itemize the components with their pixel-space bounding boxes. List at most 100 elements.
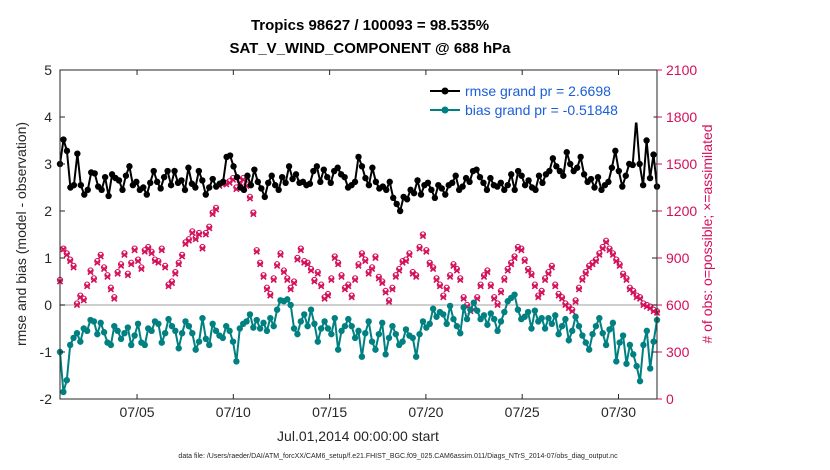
bias-point	[429, 305, 437, 312]
x-tick-label: 07/10	[216, 404, 251, 420]
bias-point	[497, 318, 505, 325]
rmse-point	[521, 181, 529, 189]
obs-assimilated-point	[107, 286, 115, 293]
rmse-point	[185, 164, 192, 171]
bias-point	[365, 318, 372, 325]
left-tick-label: -2	[40, 391, 53, 407]
bias-point	[609, 319, 617, 327]
rmse-point	[157, 185, 164, 192]
bias-point	[263, 327, 271, 335]
bias-point	[650, 338, 657, 345]
rmse-point	[126, 163, 133, 170]
bias-point	[613, 358, 620, 365]
rmse-point	[289, 175, 296, 183]
bias-point	[185, 322, 193, 330]
rmse-point	[171, 167, 178, 175]
bias-point	[362, 330, 369, 337]
rmse-point	[341, 173, 348, 181]
obs-assimilated-point	[297, 247, 305, 254]
obs-assimilated-point	[440, 294, 447, 301]
bias-point	[307, 306, 315, 313]
obs-assimilated-point	[155, 259, 162, 266]
rmse-point	[115, 177, 123, 184]
obs-assimilated-point	[362, 257, 369, 265]
bias-point	[90, 318, 98, 325]
obs-assimilated-point	[206, 225, 213, 232]
rmse-point	[275, 186, 282, 194]
obs-assimilated-point	[307, 267, 315, 274]
rmse-point	[181, 186, 189, 194]
rmse-point	[396, 207, 404, 215]
obs-assimilated-point	[334, 261, 342, 268]
rmse-point	[605, 178, 612, 186]
rmse-point	[209, 175, 216, 183]
rmse-point	[480, 179, 487, 186]
bias-point	[490, 315, 498, 323]
bias-point	[602, 341, 610, 349]
obs-assimilated-point	[148, 250, 155, 257]
obs-assimilated-point	[267, 292, 274, 299]
rmse-point	[591, 184, 598, 191]
rmse-point	[105, 192, 112, 200]
obs-assimilated-point	[185, 237, 193, 244]
bias-point	[161, 330, 169, 337]
rmse-point	[178, 177, 185, 184]
bias-point	[348, 322, 355, 330]
rmse-point	[240, 186, 248, 194]
rmse-point	[164, 167, 171, 175]
obs-assimilated-point	[304, 261, 311, 268]
y-axis-right-label: # of obs: o=possible; ×=assimilated	[699, 124, 715, 343]
chart-title-line1: Tropics 98627 / 100093 = 98.535%	[251, 17, 489, 34]
bias-point	[545, 314, 552, 322]
bias-point	[355, 327, 362, 335]
obs-assimilated-point	[450, 262, 457, 269]
bias-point	[636, 377, 644, 385]
obs-possible-point	[60, 245, 67, 252]
obs-assimilated-point	[623, 276, 630, 284]
bias-point	[206, 341, 213, 349]
bias-point	[192, 346, 199, 353]
rmse-point	[313, 163, 321, 170]
rmse-point	[594, 173, 602, 181]
bias-point	[301, 311, 308, 318]
rmse-point	[60, 136, 67, 143]
obs-assimilated-point	[518, 247, 525, 254]
obs-assimilated-point	[121, 251, 128, 259]
obs-layer	[56, 175, 661, 316]
legend-rmse-label: rmse grand pr = 2.6698	[465, 83, 611, 99]
rmse-point	[556, 167, 564, 175]
bias-point	[70, 334, 77, 342]
bias-point	[575, 322, 583, 330]
legend-bias-label: bias grand pr = -0.51848	[465, 102, 618, 118]
bias-point	[209, 320, 216, 327]
rmse-point	[244, 172, 251, 179]
bias-point	[63, 377, 70, 384]
rmse-point	[320, 166, 327, 173]
obs-assimilated-point	[338, 273, 345, 280]
rmse-point	[514, 167, 522, 175]
rmse-point	[150, 167, 157, 175]
rmse-point	[403, 196, 411, 203]
obs-assimilated-point	[569, 308, 576, 315]
obs-assimilated-point	[240, 176, 247, 183]
bias-point	[616, 339, 623, 346]
obs-assimilated-point	[246, 195, 254, 202]
right-tick-label: 0	[666, 391, 674, 407]
left-tick-label: 5	[44, 62, 52, 78]
obs-assimilated-point	[294, 256, 301, 263]
rmse-point	[140, 184, 147, 191]
bias-point	[267, 314, 274, 322]
bias-point	[328, 330, 335, 338]
bias-point	[250, 324, 257, 331]
obs-assimilated-point	[365, 270, 372, 277]
bias-point	[640, 341, 647, 349]
obs-assimilated-point	[87, 268, 94, 276]
bias-point	[494, 327, 501, 335]
bias-point	[233, 358, 240, 365]
rmse-point	[147, 179, 154, 186]
obs-assimilated-point	[104, 273, 111, 280]
obs-assimilated-point	[345, 283, 352, 290]
obs-assimilated-point	[511, 254, 518, 262]
obs-assimilated-point	[351, 276, 359, 284]
obs-assimilated-point	[301, 259, 308, 266]
